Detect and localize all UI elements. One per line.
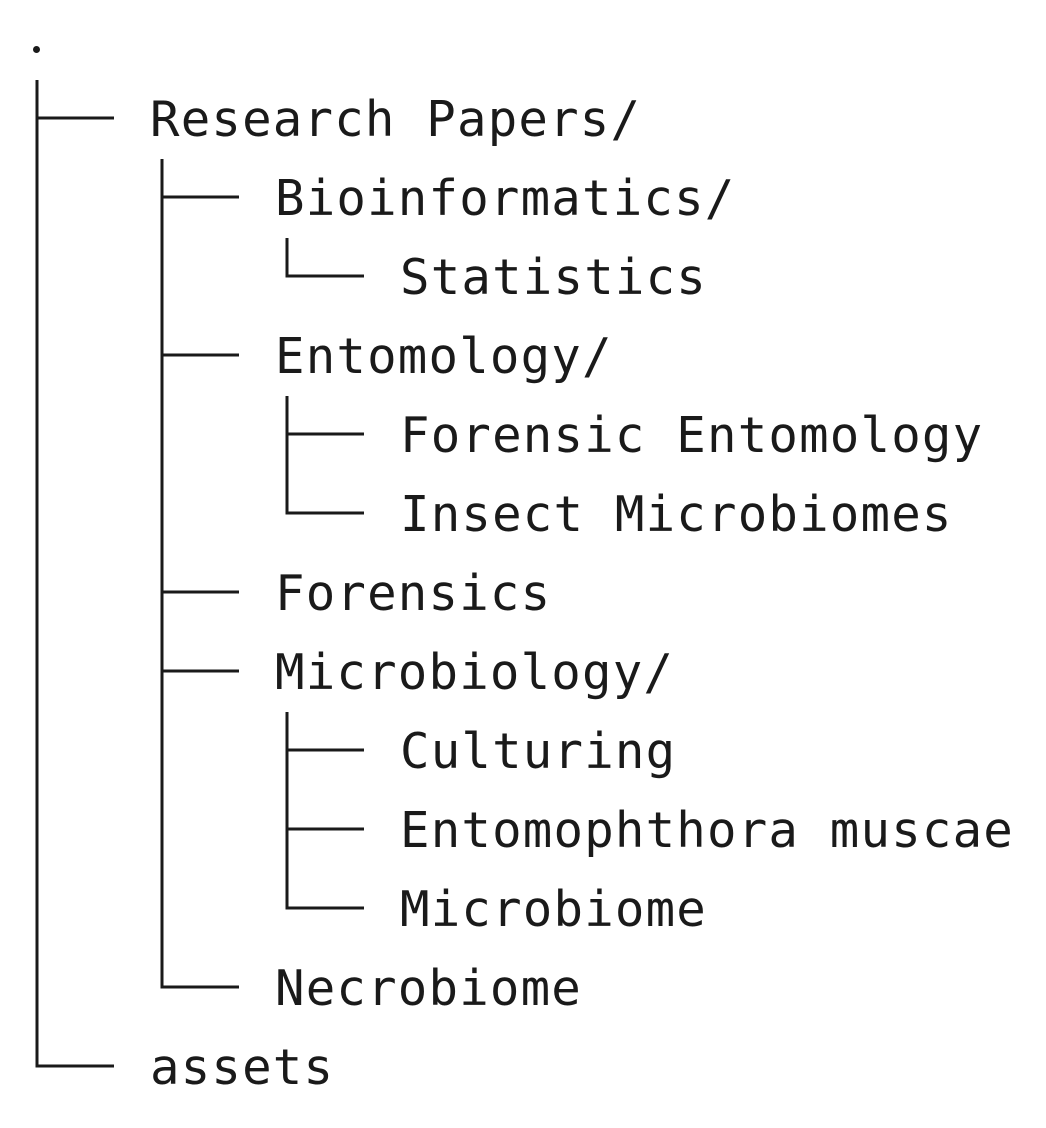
tree-node[interactable]: Microbiome: [0, 870, 1046, 949]
tree-item-label: Culturing: [400, 723, 677, 780]
tree-node[interactable]: Forensics: [0, 554, 1046, 633]
tree-item-label: Microbiome: [400, 881, 708, 938]
tree-item-label: Forensic Entomology: [400, 407, 984, 464]
tree-node[interactable]: Entomophthora muscae: [0, 791, 1046, 870]
tree-item-label: Forensics: [275, 565, 552, 622]
tree-connector-lines: [35, 475, 364, 554]
tree-item-label: Entomophthora muscae: [400, 802, 1015, 859]
tree-node[interactable]: Necrobiome: [0, 949, 1046, 1028]
tree-node[interactable]: Entomology/: [0, 317, 1046, 396]
tree-connector-lines: [35, 159, 239, 238]
tree-folder-label: Entomology/: [275, 328, 613, 385]
tree-node[interactable]: Microbiology/: [0, 633, 1046, 712]
tree-connector-lines: [35, 1028, 114, 1068]
tree-node[interactable]: Research Papers/: [0, 80, 1046, 159]
tree-folder-label: Bioinformatics/: [275, 170, 736, 227]
tree-node[interactable]: assets: [0, 1028, 1046, 1107]
tree-node[interactable]: Culturing: [0, 712, 1046, 791]
tree-root-marker: [33, 46, 40, 53]
tree-connector-lines: [35, 396, 364, 475]
tree-connector-lines: [35, 238, 364, 317]
tree-folder-label: Research Papers/: [150, 91, 642, 148]
tree-connector-lines: [35, 317, 239, 396]
tree-node[interactable]: Bioinformatics/: [0, 159, 1046, 238]
tree-item-label: Necrobiome: [275, 960, 583, 1017]
tree-folder-label: Microbiology/: [275, 644, 675, 701]
tree-node[interactable]: Forensic Entomology: [0, 396, 1046, 475]
tree-connector-lines: [35, 554, 239, 633]
tree-connector-lines: [35, 791, 364, 870]
tree-connector-lines: [35, 870, 364, 949]
tree-connector-lines: [35, 712, 364, 791]
tree-item-label: assets: [150, 1039, 335, 1096]
tree-connector-lines: [35, 80, 114, 159]
tree-node[interactable]: Insect Microbiomes: [0, 475, 1046, 554]
tree-item-label: Statistics: [400, 249, 708, 306]
tree-connector-lines: [35, 633, 239, 712]
tree-item-label: Insect Microbiomes: [400, 486, 953, 543]
tree-node[interactable]: Statistics: [0, 238, 1046, 317]
tree-connector-lines: [35, 949, 239, 1028]
